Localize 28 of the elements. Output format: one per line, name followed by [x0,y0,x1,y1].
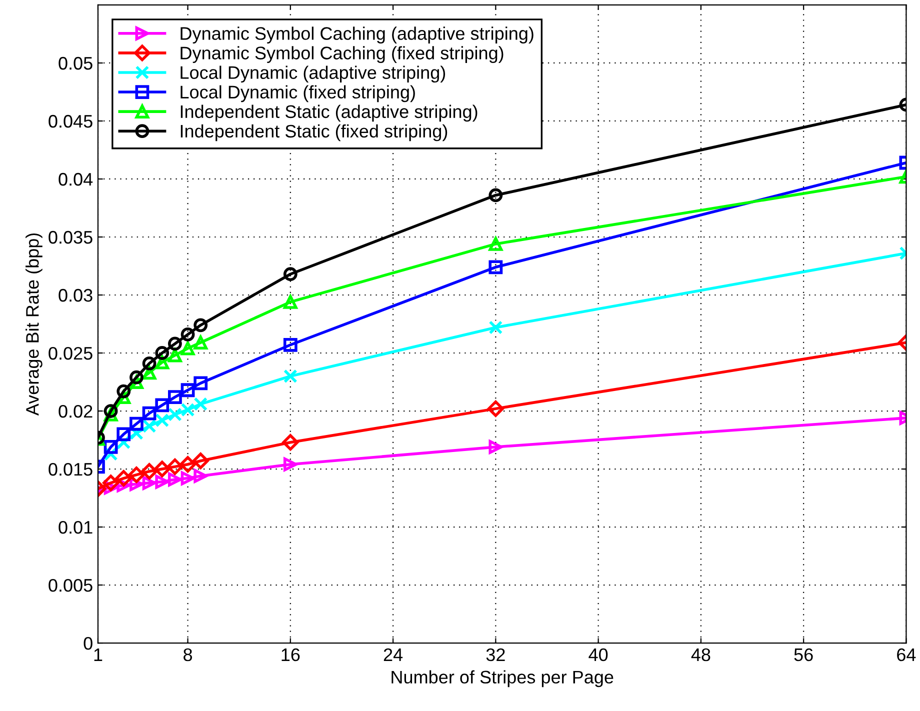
legend-label: Local Dynamic (fixed striping) [180,85,415,102]
y-tick-label: 0.035 [48,230,92,244]
y-tick-label: 0.04 [58,172,93,186]
x-tick-label: 48 [691,648,710,662]
y-tick-label: 0.05 [58,56,92,70]
legend-label: Independent Static (adaptive striping) [180,104,478,122]
y-tick-label: 0.005 [48,578,92,592]
y-tick-label: 0.015 [48,462,92,476]
y-axis-title: Average Bit Rate (bpp) [26,233,42,416]
legend-label: Dynamic Symbol Caching (adaptive striping) [180,26,534,44]
x-tick-label: 24 [384,648,403,661]
y-tick-label: 0.045 [48,114,92,128]
x-tick-label: 32 [486,648,505,662]
x-tick-label: 64 [897,648,916,662]
x-tick-label: 1 [94,648,102,661]
legend-label: Independent Static (fixed striping) [180,124,448,142]
x-tick-label: 8 [184,648,192,662]
legend-label: Dynamic Symbol Caching (fixed striping) [180,46,504,64]
y-tick-label: 0 [84,636,92,650]
y-tick-label: 0.03 [58,288,92,302]
x-tick-label: 16 [282,648,300,662]
legend-label: Local Dynamic (adaptive striping) [180,66,446,83]
y-tick-label: 0.02 [58,404,92,418]
y-tick-label: 0.025 [48,346,92,360]
y-tick-label: 0.01 [58,520,92,534]
x-tick-label: 40 [588,648,608,662]
x-tick-label: 56 [794,648,813,662]
x-axis-title: Number of Stripes per Page [392,670,614,688]
